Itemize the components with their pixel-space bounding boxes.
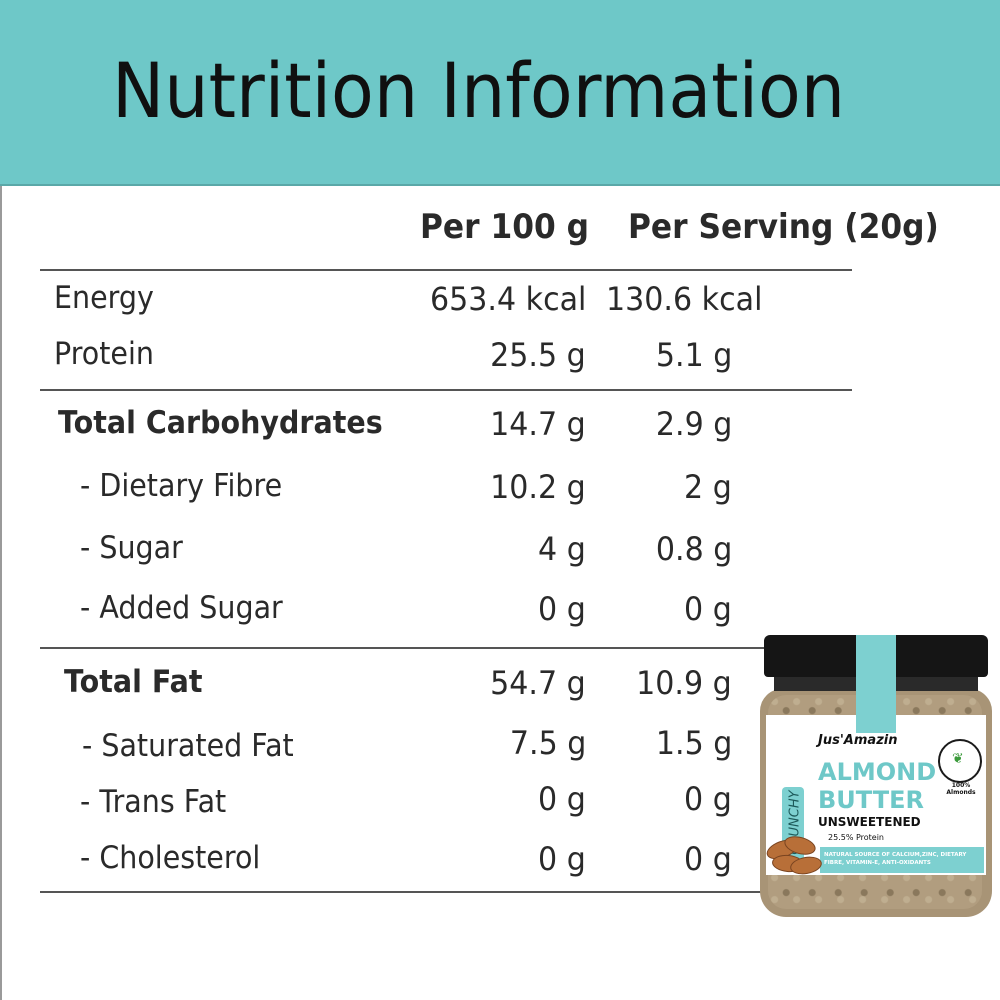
benefits-text: NATURAL SOURCE OF CALCIUM,ZINC, DIETARY … [824, 852, 967, 866]
added-sugar-per-serving: 0 g [684, 590, 732, 628]
protein-per-serving: 5.1 g [655, 336, 732, 374]
column-header-per-serving: Per Serving (20g) [628, 207, 939, 247]
row-label-saturated-fat: - Saturated Fat [82, 728, 294, 764]
product-jar-image: Jus'Amazin ❦ 100% Almonds CRUNCHY ALMOND… [760, 635, 992, 920]
cholesterol-per-100g: 0 g [538, 840, 586, 878]
cholesterol-per-serving: 0 g [684, 840, 732, 878]
row-label-cholesterol: - Cholesterol [80, 840, 261, 876]
trans-fat-per-serving: 0 g [684, 780, 732, 818]
row-label-energy: Energy [54, 280, 154, 316]
product-name-line1: ALMOND [818, 758, 937, 786]
added-sugar-per-100g: 0 g [538, 590, 586, 628]
plant-based-badge: ❦ [938, 739, 982, 783]
row-label-added-sugar: - Added Sugar [80, 590, 283, 626]
row-label-sugar: - Sugar [80, 530, 183, 566]
product-subtitle: UNSWEETENED [818, 815, 921, 829]
almonds-illustration [762, 833, 824, 879]
jar-seal-ribbon [856, 635, 896, 733]
carbs-per-serving: 2.9 g [655, 405, 732, 443]
table-rule-top [40, 269, 852, 271]
sugar-per-serving: 0.8 g [655, 530, 732, 568]
saturated-fat-per-100g: 7.5 g [509, 724, 586, 762]
table-rule-fat [40, 647, 852, 649]
fibre-per-serving: 2 g [684, 468, 732, 506]
energy-per-100g: 653.4 kcal [429, 280, 586, 318]
trans-fat-per-100g: 0 g [538, 780, 586, 818]
leaf-icon: ❦ [952, 751, 964, 767]
page-title: Nutrition Information [112, 46, 846, 135]
table-rule-bottom [40, 891, 852, 893]
sugar-per-100g: 4 g [538, 530, 586, 568]
table-rule-carbs [40, 389, 852, 391]
row-label-trans-fat: - Trans Fat [80, 784, 227, 820]
product-name-line2: BUTTER [818, 786, 924, 814]
fat-per-100g: 54.7 g [490, 664, 586, 702]
benefits-stripe: NATURAL SOURCE OF CALCIUM,ZINC, DIETARY … [820, 847, 984, 873]
energy-per-serving: 130.6 kcal [606, 280, 763, 318]
row-label-total-fat: Total Fat [64, 664, 203, 700]
fat-per-serving: 10.9 g [636, 664, 732, 702]
saturated-fat-per-serving: 1.5 g [655, 724, 732, 762]
row-label-total-carbohydrates: Total Carbohydrates [58, 405, 383, 441]
row-label-protein: Protein [54, 336, 154, 372]
page-border [0, 0, 2, 1000]
column-header-per-100g: Per 100 g [420, 207, 590, 247]
protein-per-100g: 25.5 g [490, 336, 586, 374]
brand-logo: Jus'Amazin [818, 733, 898, 748]
title-banner: Nutrition Information [0, 0, 1000, 186]
row-label-dietary-fibre: - Dietary Fibre [80, 468, 283, 504]
fibre-per-100g: 10.2 g [490, 468, 586, 506]
carbs-per-100g: 14.7 g [490, 405, 586, 443]
protein-claim: 25.5% Protein [828, 833, 884, 842]
almonds-percent-badge: 100% Almonds [946, 782, 976, 796]
